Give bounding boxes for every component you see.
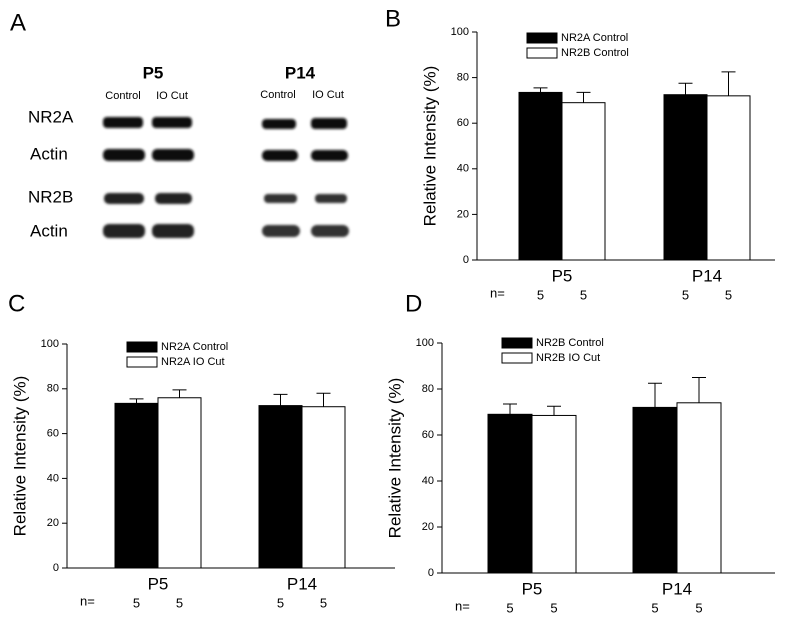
y-tick-label: 40 xyxy=(47,472,59,484)
row-label: Actin xyxy=(30,144,68,163)
n-value: 5 xyxy=(506,600,513,615)
legend-swatch xyxy=(501,337,533,349)
error-bar xyxy=(503,403,517,415)
error-bar xyxy=(678,82,693,95)
row-label: Actin xyxy=(30,221,68,240)
n-value: 5 xyxy=(651,600,658,615)
panel-label: D xyxy=(405,290,422,317)
lane-label: Control xyxy=(260,89,295,101)
panel-label: B xyxy=(385,5,401,32)
n-value: 5 xyxy=(580,287,587,302)
group-label: P5 xyxy=(143,63,164,82)
panel-label: A xyxy=(10,9,26,36)
y-tick-label: 60 xyxy=(457,117,469,129)
bar xyxy=(487,413,533,574)
y-tick-label: 100 xyxy=(41,338,59,350)
bar xyxy=(301,406,346,569)
y-tick-label: 40 xyxy=(457,163,469,175)
error-bar xyxy=(533,87,548,93)
legend-label: NR2B IO Cut xyxy=(536,352,600,364)
n-value: 5 xyxy=(176,595,183,610)
y-tick-label: 100 xyxy=(451,26,469,38)
error-bar xyxy=(721,71,736,96)
row-label: NR2B xyxy=(28,187,73,206)
n-label: n= xyxy=(455,598,470,613)
error-bar xyxy=(576,91,591,103)
n-value: 5 xyxy=(133,595,140,610)
error-bar xyxy=(129,398,144,404)
error-bar xyxy=(172,389,187,398)
y-tick-label: 20 xyxy=(47,517,59,529)
legend-swatch xyxy=(526,32,558,44)
error-bar xyxy=(547,405,561,416)
bar xyxy=(518,91,563,261)
legend-label: NR2A IO Cut xyxy=(161,356,225,368)
bar xyxy=(531,414,577,574)
group-label: P14 xyxy=(285,63,316,82)
y-axis-label: Relative Intensity (%) xyxy=(10,376,29,537)
n-value: 5 xyxy=(725,287,732,302)
bar xyxy=(157,397,202,569)
y-tick-label: 20 xyxy=(457,208,469,220)
x-tick-label: P5 xyxy=(522,579,543,598)
error-bar xyxy=(648,382,662,408)
y-tick-label: 60 xyxy=(422,429,434,441)
legend-swatch xyxy=(126,356,158,368)
y-tick-label: 60 xyxy=(47,428,59,440)
bar xyxy=(706,95,751,261)
y-tick-label: 0 xyxy=(463,254,469,266)
y-axis-label: Relative Intensity (%) xyxy=(385,378,404,539)
bar xyxy=(663,94,708,261)
legend-swatch xyxy=(501,352,533,364)
legend-swatch xyxy=(126,341,158,353)
lane-label: IO Cut xyxy=(156,90,188,102)
bar xyxy=(676,402,722,574)
n-value: 5 xyxy=(550,600,557,615)
y-tick-label: 0 xyxy=(428,567,434,579)
row-label: NR2A xyxy=(28,107,74,126)
bar xyxy=(114,402,159,569)
y-tick-label: 40 xyxy=(422,475,434,487)
x-tick-label: P14 xyxy=(287,574,317,593)
error-bar xyxy=(692,377,706,403)
y-tick-label: 80 xyxy=(422,383,434,395)
n-value: 5 xyxy=(320,595,327,610)
lane-label: Control xyxy=(105,90,140,102)
legend-label: NR2B Control xyxy=(561,47,629,59)
legend-label: NR2B Control xyxy=(536,337,604,349)
n-value: 5 xyxy=(695,600,702,615)
n-label: n= xyxy=(80,593,95,608)
x-tick-label: P14 xyxy=(692,266,722,285)
n-label: n= xyxy=(490,285,505,300)
y-tick-label: 80 xyxy=(47,383,59,395)
x-tick-label: P5 xyxy=(148,574,169,593)
x-tick-label: P5 xyxy=(552,266,573,285)
legend-label: NR2A Control xyxy=(161,341,228,353)
blot-bands xyxy=(103,117,349,238)
y-axis-label: Relative Intensity (%) xyxy=(420,66,439,227)
n-value: 5 xyxy=(277,595,284,610)
x-tick-label: P14 xyxy=(662,579,692,598)
y-tick-label: 100 xyxy=(416,337,434,349)
error-bar xyxy=(316,392,331,407)
legend-swatch xyxy=(526,47,558,59)
lane-label: IO Cut xyxy=(312,89,344,101)
n-value: 5 xyxy=(537,287,544,302)
error-bar xyxy=(273,393,288,406)
bar xyxy=(561,102,606,261)
bar xyxy=(632,406,678,574)
y-tick-label: 80 xyxy=(457,72,469,84)
n-value: 5 xyxy=(682,287,689,302)
bar xyxy=(258,405,303,569)
y-tick-label: 0 xyxy=(53,562,59,574)
legend-label: NR2A Control xyxy=(561,32,628,44)
y-tick-label: 20 xyxy=(422,521,434,533)
blot-panel: A P5 P14 Control IO Cut Control IO Cut N… xyxy=(10,9,349,240)
panel-label: C xyxy=(8,290,25,317)
